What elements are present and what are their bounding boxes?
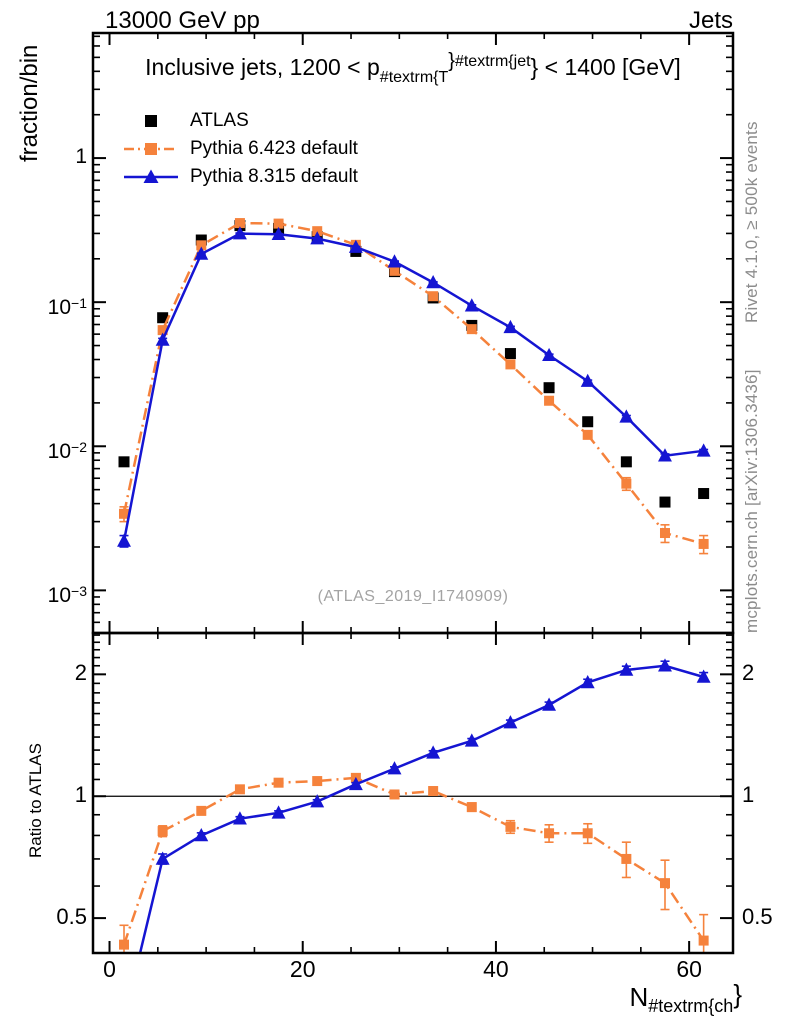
beam-energy-header: 13000 GeV pp xyxy=(105,7,260,34)
ratio-y-tick-label-left: 2 xyxy=(74,660,87,686)
analysis-id-watermark: (ATLAS_2019_I1740909) xyxy=(317,588,509,605)
x-axis-title-base: N xyxy=(629,982,649,1012)
plot-title-brace-raised: } xyxy=(448,50,455,72)
ratio-y-tick-label-left: 0.5 xyxy=(56,904,87,930)
pythia6-dashdot-square-marker-icon xyxy=(124,143,178,155)
x-tick-label: 60 xyxy=(676,956,702,982)
plot-title-pre: Inclusive jets, 1200 < p xyxy=(145,54,380,80)
plot-title: Inclusive jets, 1200 < p#textrm{T}#textr… xyxy=(93,50,733,86)
legend-label-atlas: ATLAS xyxy=(190,110,249,131)
pythia8-line-triangle-marker-icon xyxy=(124,169,178,183)
ratio-y-tick-label-right: 2 xyxy=(742,660,755,686)
x-axis-title-subscript: #textrm{ch xyxy=(648,996,734,1016)
main-y-tick-label: 1 xyxy=(75,145,87,169)
x-tick-label: 0 xyxy=(103,956,116,982)
x-axis-title: N#textrm{ch} xyxy=(629,979,742,1016)
legend-label-pythia6: Pythia 6.423 default xyxy=(190,138,358,159)
atlas-square-marker-icon xyxy=(145,115,157,127)
ratio-y-tick-label-right: 0.5 xyxy=(742,904,773,930)
plot-title-superscript: #textrm{jet xyxy=(454,53,531,70)
legend-entry-pythia6: Pythia 6.423 default xyxy=(122,137,358,161)
legend-label-pythia8: Pythia 8.315 default xyxy=(190,166,358,187)
main-y-tick-label: 10−1 xyxy=(47,295,87,320)
x-axis-title-brace: } xyxy=(733,979,742,1009)
main-y-tick-label: 10−2 xyxy=(47,439,87,464)
plot-title-post: < 1400 [GeV] xyxy=(538,54,681,80)
x-tick-label: 20 xyxy=(289,956,316,982)
x-tick-label: 40 xyxy=(483,956,509,982)
legend-entry-atlas: ATLAS xyxy=(122,109,249,133)
ratio-y-tick-label-left: 1 xyxy=(74,782,87,808)
plot-title-brace: } xyxy=(530,54,539,80)
plot-title-subscript: #textrm{T xyxy=(379,69,449,86)
main-y-tick-label: 10−3 xyxy=(47,583,87,608)
analysis-group-header: Jets xyxy=(688,7,733,34)
ratio-y-tick-label-right: 1 xyxy=(742,782,755,808)
legend-entry-pythia8: Pythia 8.315 default xyxy=(122,165,358,189)
